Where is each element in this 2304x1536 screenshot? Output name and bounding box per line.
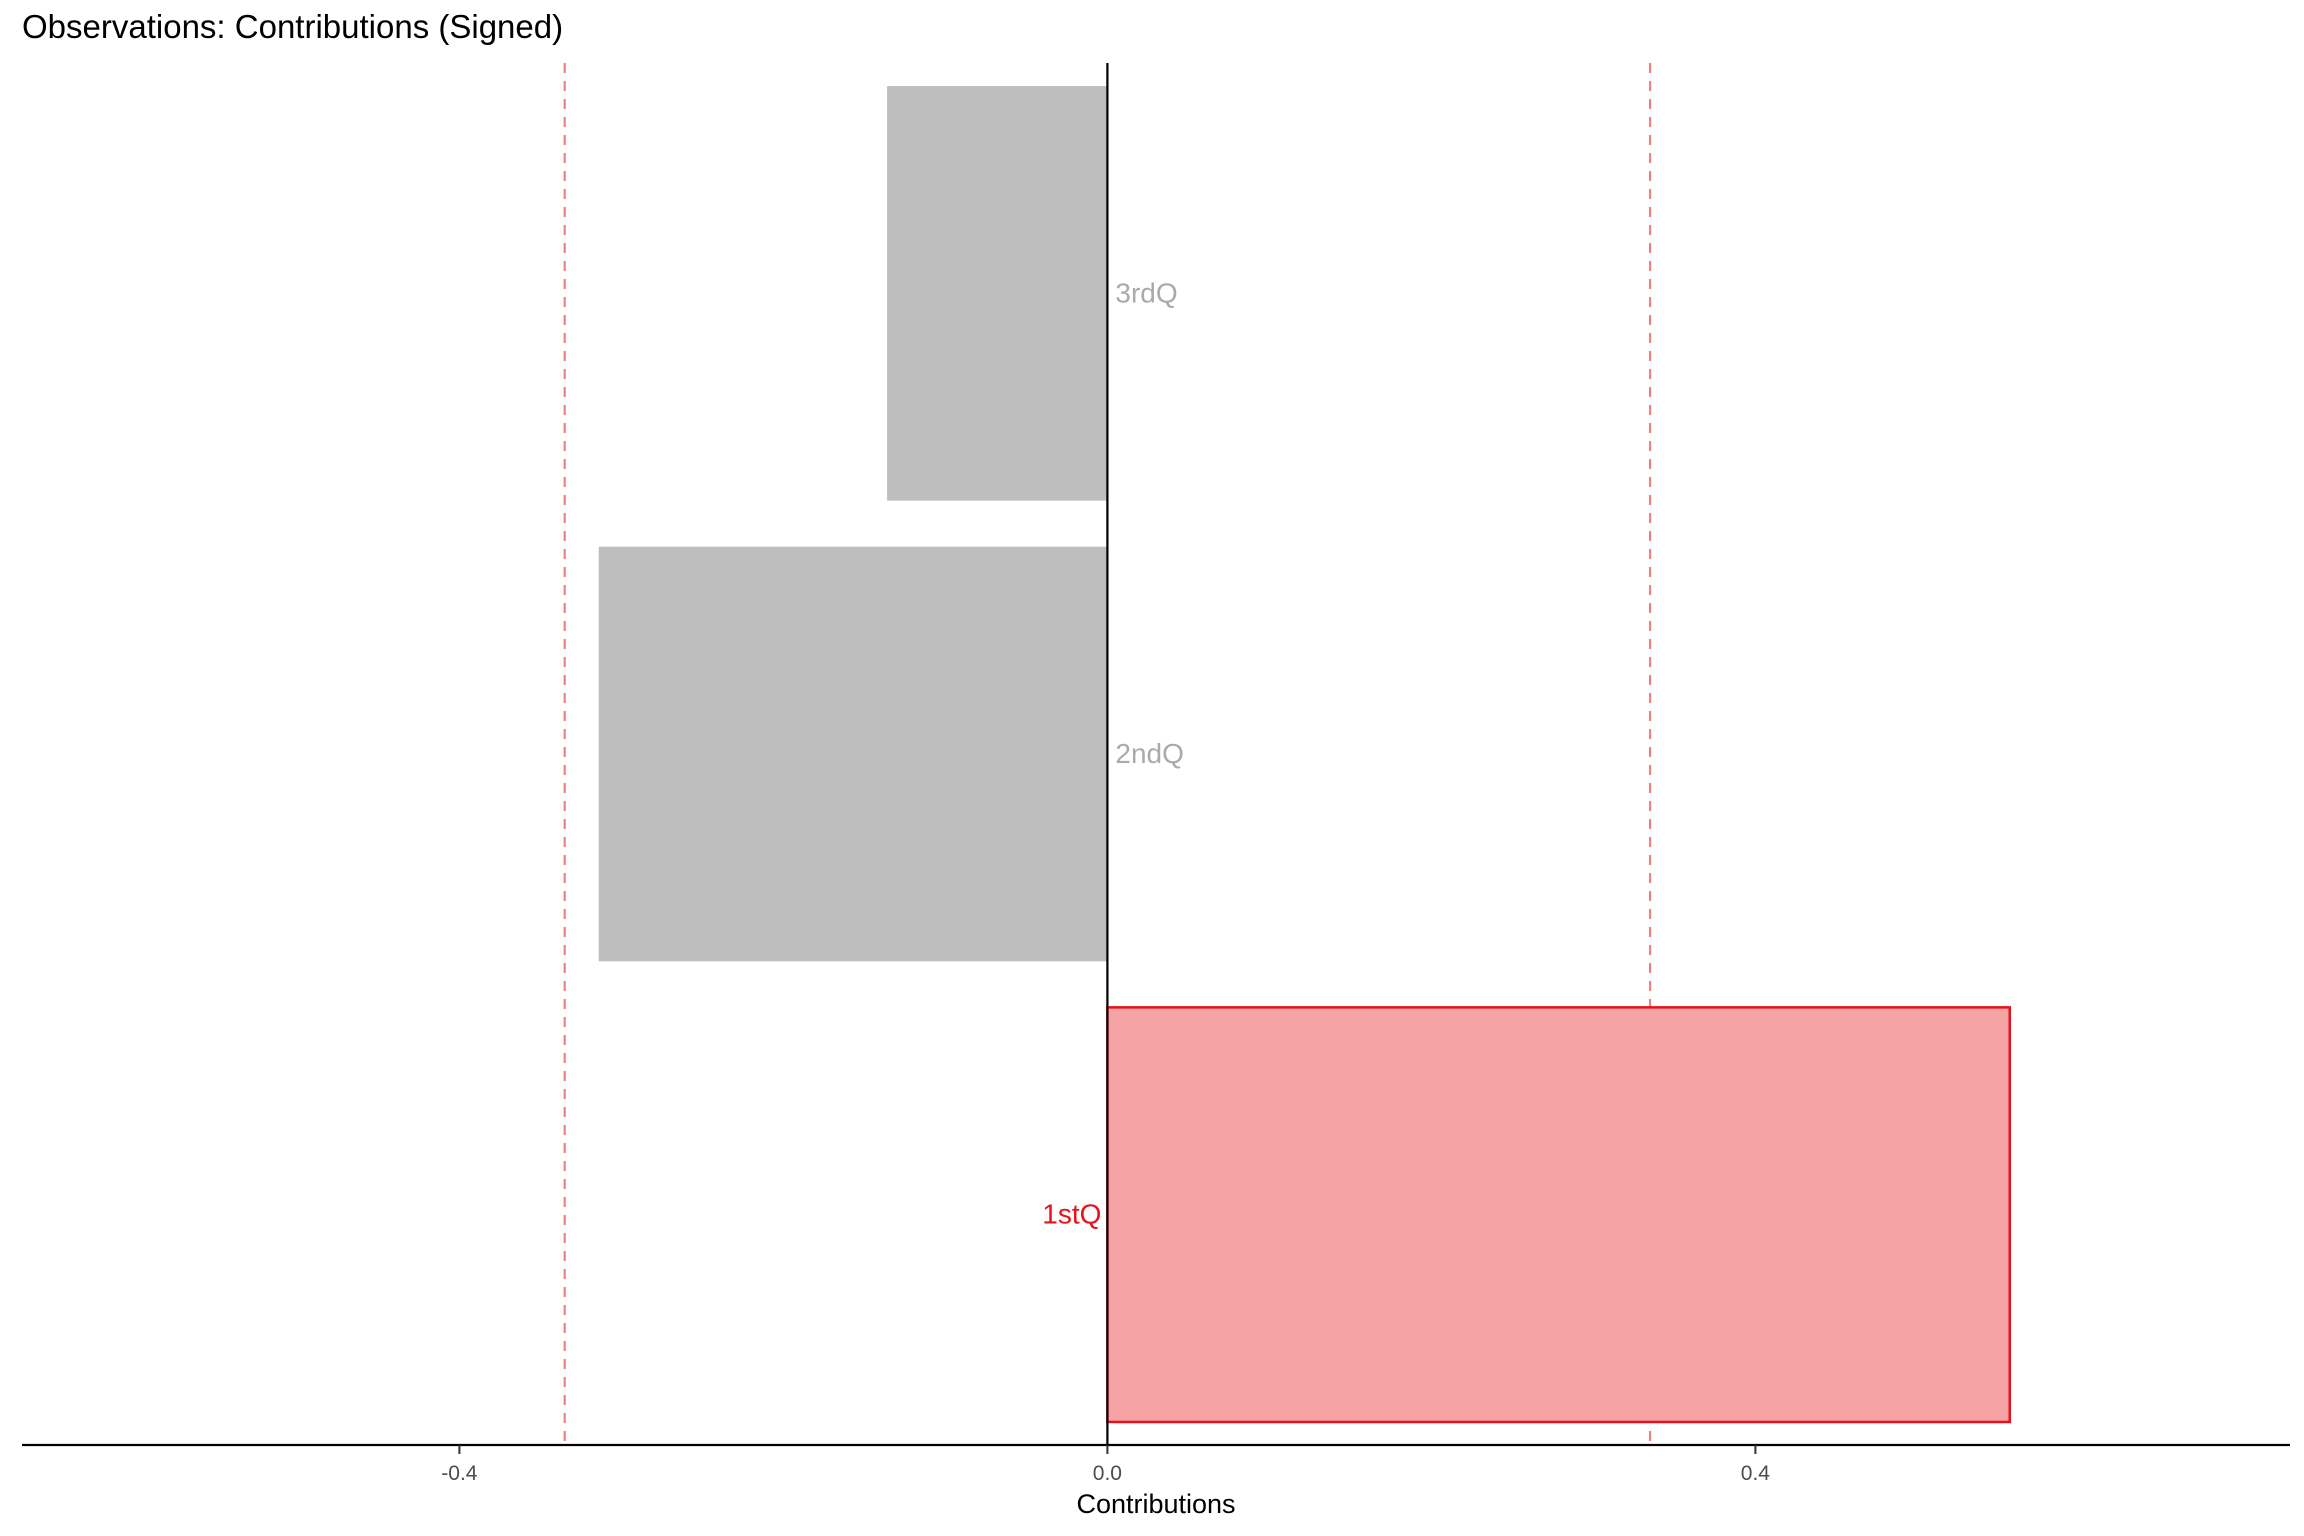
bar-label-1stq: 1stQ: [1042, 1199, 1101, 1230]
bar-labels-group: 1stQ 2ndQ 3rdQ: [1042, 277, 1184, 1229]
x-axis-label: Contributions: [1076, 1489, 1235, 1519]
x-tick-label: -0.4: [441, 1462, 478, 1485]
bar-label-2ndq: 2ndQ: [1115, 738, 1184, 769]
bar-3rdq: [887, 86, 1108, 501]
bar-2ndq: [598, 546, 1108, 962]
bar-1stq: [1106, 1006, 2011, 1424]
x-axis-ticks: -0.4 0.0 0.4: [441, 1445, 1770, 1485]
reference-lines: [563, 63, 1652, 1445]
bars-group: [598, 86, 2011, 1424]
bar-label-3rdq: 3rdQ: [1115, 277, 1177, 308]
x-tick-label: 0.4: [1741, 1462, 1771, 1485]
chart-title: Observations: Contributions (Signed): [22, 8, 564, 45]
x-tick-label: 0.0: [1093, 1462, 1122, 1485]
